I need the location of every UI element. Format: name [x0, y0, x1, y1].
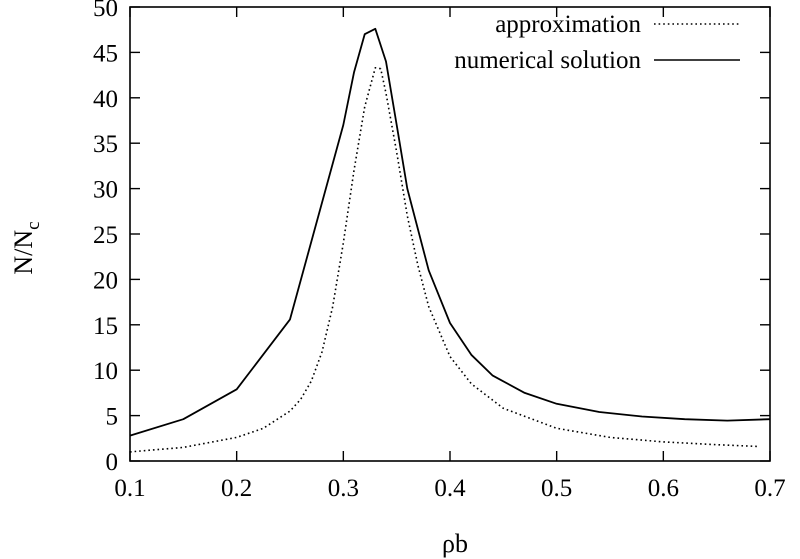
- y-tick-label: 30: [93, 177, 118, 204]
- y-tick-label: 5: [106, 404, 119, 431]
- y-axis-label-subscript: c: [23, 221, 44, 229]
- series-line-numerical-solution: [129, 27, 771, 437]
- x-axis-label: ρb: [442, 529, 468, 558]
- y-tick-label: 25: [93, 222, 118, 249]
- y-axis-label-main: N/N: [9, 230, 38, 275]
- x-tick-label: 0.3: [328, 475, 359, 502]
- series-line-approximation: [129, 67, 760, 453]
- legend-label-approximation: approximation: [495, 11, 641, 38]
- x-tick-label: 0.6: [648, 475, 679, 502]
- x-tick-label: 0.7: [754, 475, 785, 502]
- x-tick-label: 0.5: [541, 475, 572, 502]
- y-tick-label: 35: [93, 131, 118, 158]
- y-tick-label: 0: [106, 449, 119, 476]
- axis-ticks: 0.1 0.2 0.3 0.4 0.5 0.6 0.7 0 5 10 15 20 25 30 35 40 45 5…: [93, 0, 786, 502]
- y-tick-label: 10: [93, 358, 118, 385]
- legend-label-numerical-solution: numerical solution: [454, 47, 641, 74]
- y-tick-label: 40: [93, 86, 118, 113]
- x-tick-label: 0.1: [114, 475, 145, 502]
- x-tick-label: 0.2: [221, 475, 252, 502]
- x-tick-label: 0.4: [434, 475, 466, 502]
- y-tick-label: 15: [93, 313, 118, 340]
- legend: approximation numerical solution: [454, 11, 740, 74]
- y-tick-label: 20: [93, 267, 118, 294]
- y-axis-label: N/Nc: [9, 221, 44, 274]
- y-tick-label: 45: [93, 40, 118, 67]
- y-tick-label: 50: [93, 0, 118, 22]
